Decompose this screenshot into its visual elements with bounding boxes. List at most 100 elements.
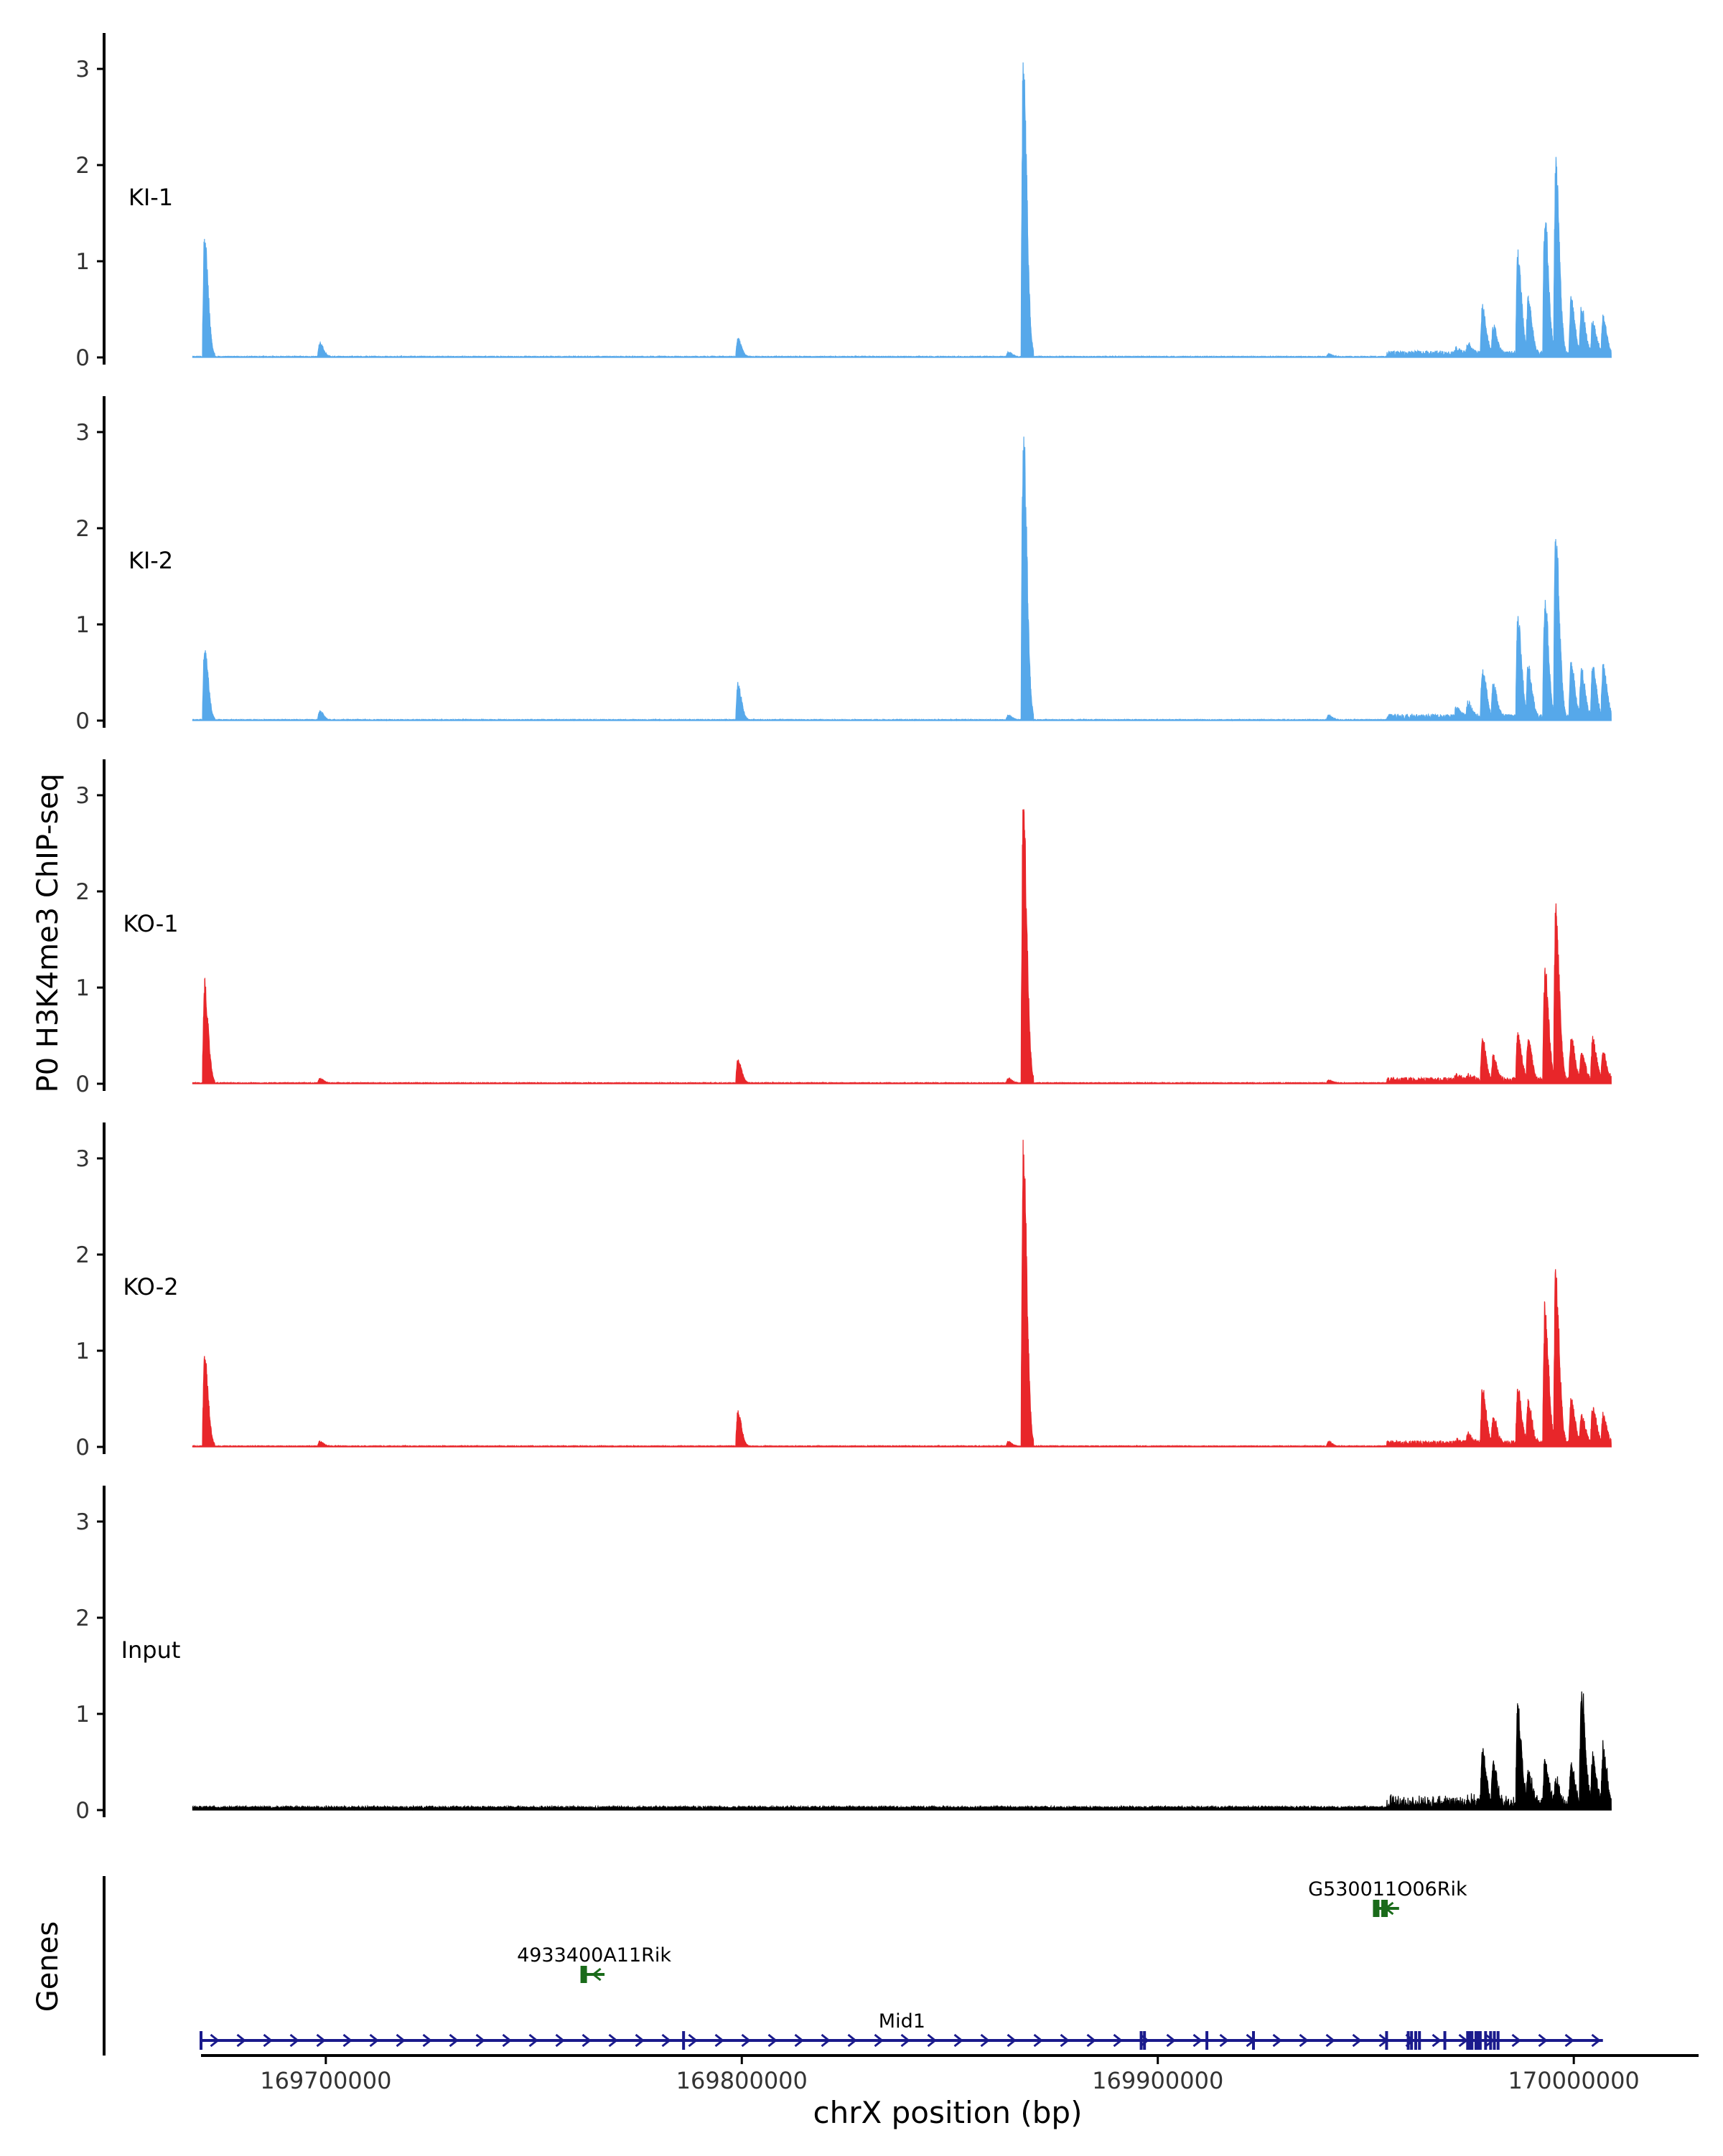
- strand-arrow-mid1: [422, 2033, 432, 2048]
- exon-mid1: [200, 2031, 202, 2050]
- strand-arrow-mid1: [263, 2033, 273, 2048]
- strand-arrow-mid1: [1511, 2033, 1521, 2048]
- signal-area-ko-1: [192, 809, 1612, 1085]
- strand-arrow-mid1: [1139, 2033, 1149, 2048]
- gene-label-g530011o06rik: G530011O06Rik: [1308, 1878, 1467, 1900]
- strand-arrow-mid1: [528, 2033, 538, 2048]
- y-tick-label-input: 1: [75, 1702, 90, 1728]
- strand-arrow-mid1: [396, 2033, 406, 2048]
- exon-mid1: [1143, 2031, 1147, 2050]
- y-tick-label-ki-1: 3: [75, 57, 90, 83]
- exon-mid1: [1489, 2031, 1493, 2050]
- track-label-ko-2: KO-2: [123, 1273, 178, 1300]
- strand-arrow-mid1: [1086, 2033, 1096, 2048]
- exon-mid1: [1251, 2031, 1255, 2050]
- y-tick-label-input: 2: [75, 1606, 90, 1631]
- y-tick-label-ko-2: 0: [75, 1435, 90, 1461]
- y-axis-title: P0 H3K4me3 ChIP-seq: [32, 774, 65, 1093]
- y-tick-label-ko-2: 2: [75, 1242, 90, 1268]
- strand-arrow-mid1: [236, 2033, 246, 2048]
- exon-4933400a11rik: [580, 1966, 587, 1983]
- strand-arrow-mid1: [1007, 2033, 1017, 2048]
- strand-arrow-mid1: [1033, 2033, 1043, 2048]
- y-tick-label-ki-2: 0: [75, 708, 90, 734]
- strand-arrow-mid1: [953, 2033, 963, 2048]
- exon-mid1: [1493, 2031, 1496, 2050]
- exon-mid1: [1406, 2031, 1410, 2050]
- strand-arrow-mid1: [1060, 2033, 1070, 2048]
- exon-mid1: [1385, 2031, 1388, 2050]
- gene-label-mid1: Mid1: [879, 2010, 925, 2033]
- strand-arrow-mid1: [741, 2033, 751, 2048]
- y-tick-label-ko-1: 2: [75, 879, 90, 905]
- x-tick-label: 169700000: [260, 2067, 391, 2094]
- y-tick-label-ki-1: 0: [75, 345, 90, 371]
- exon-mid1: [1496, 2031, 1500, 2050]
- strand-arrow-mid1: [794, 2033, 804, 2048]
- y-tick-label-ko-2: 3: [75, 1146, 90, 1172]
- strand-arrow-mid1: [369, 2033, 379, 2048]
- strand-arrow-mid1: [767, 2033, 778, 2048]
- track-label-ki-2: KI-2: [129, 547, 173, 574]
- exon-mid1: [1474, 2031, 1482, 2050]
- strand-arrow-mid1: [821, 2033, 831, 2048]
- strand-arrow-mid1: [475, 2033, 485, 2048]
- x-tick-label: 169900000: [1092, 2067, 1223, 2094]
- y-tick-label-ko-1: 3: [75, 783, 90, 809]
- y-tick-label-ki-2: 3: [75, 420, 90, 446]
- strand-arrow-mid1: [1538, 2033, 1548, 2048]
- strand-arrow-mid1: [1591, 2033, 1601, 2048]
- gene-label-4933400a11rik: 4933400A11Rik: [517, 1944, 671, 1967]
- strand-arrow-mid1: [449, 2033, 459, 2048]
- strand-arrow-mid1: [210, 2033, 220, 2048]
- exon-mid1: [1205, 2031, 1209, 2050]
- y-tick-label-ki-2: 1: [75, 612, 90, 638]
- exon-mid1: [1410, 2031, 1414, 2050]
- strand-arrow-mid1: [582, 2033, 592, 2048]
- strand-arrow-4933400a11rik: [592, 1967, 602, 1982]
- strand-arrow-mid1: [1432, 2033, 1442, 2048]
- signal-area-ko-2: [192, 1140, 1612, 1448]
- track-label-ko-1: KO-1: [123, 910, 178, 937]
- y-tick-label-input: 0: [75, 1798, 90, 1824]
- strand-arrow-mid1: [1192, 2033, 1203, 2048]
- strand-arrow-mid1: [688, 2033, 698, 2048]
- exon-mid1: [1139, 2031, 1143, 2050]
- exon-mid1: [1484, 2031, 1488, 2050]
- exon-mid1: [1443, 2031, 1447, 2050]
- exon-mid1: [1414, 2031, 1417, 2050]
- strand-arrow-mid1: [1272, 2033, 1282, 2048]
- exon-g530011o06rik: [1381, 1900, 1388, 1917]
- strand-arrow-mid1: [1325, 2033, 1335, 2048]
- strand-arrow-mid1: [714, 2033, 724, 2048]
- strand-arrow-mid1: [316, 2033, 326, 2048]
- strand-arrow-mid1: [980, 2033, 990, 2048]
- track-label-ki-1: KI-1: [129, 184, 173, 211]
- strand-arrow-mid1: [874, 2033, 884, 2048]
- x-axis-title: chrX position (bp): [813, 2095, 1083, 2130]
- strand-arrow-mid1: [555, 2033, 565, 2048]
- exon-mid1: [1466, 2031, 1474, 2050]
- x-tick-label: 169800000: [676, 2067, 808, 2094]
- y-tick-label-ko-2: 1: [75, 1339, 90, 1364]
- strand-arrow-mid1: [635, 2033, 645, 2048]
- x-tick-label: 170000000: [1508, 2067, 1640, 2094]
- exon-mid1: [682, 2031, 686, 2050]
- strand-arrow-mid1: [1564, 2033, 1574, 2048]
- strand-arrow-mid1: [289, 2033, 299, 2048]
- strand-arrow-mid1: [661, 2033, 671, 2048]
- strand-arrow-mid1: [1299, 2033, 1309, 2048]
- exon-mid1: [1418, 2031, 1421, 2050]
- signal-area-ki-1: [192, 62, 1612, 359]
- strand-arrow-mid1: [608, 2033, 618, 2048]
- y-tick-label-input: 3: [75, 1509, 90, 1535]
- strand-arrow-mid1: [927, 2033, 937, 2048]
- y-tick-label-ko-1: 0: [75, 1072, 90, 1097]
- track-label-input: Input: [121, 1636, 181, 1664]
- strand-arrow-mid1: [1113, 2033, 1123, 2048]
- y-tick-label-ki-1: 1: [75, 249, 90, 275]
- strand-arrow-mid1: [1166, 2033, 1176, 2048]
- y-tick-label-ki-1: 2: [75, 153, 90, 179]
